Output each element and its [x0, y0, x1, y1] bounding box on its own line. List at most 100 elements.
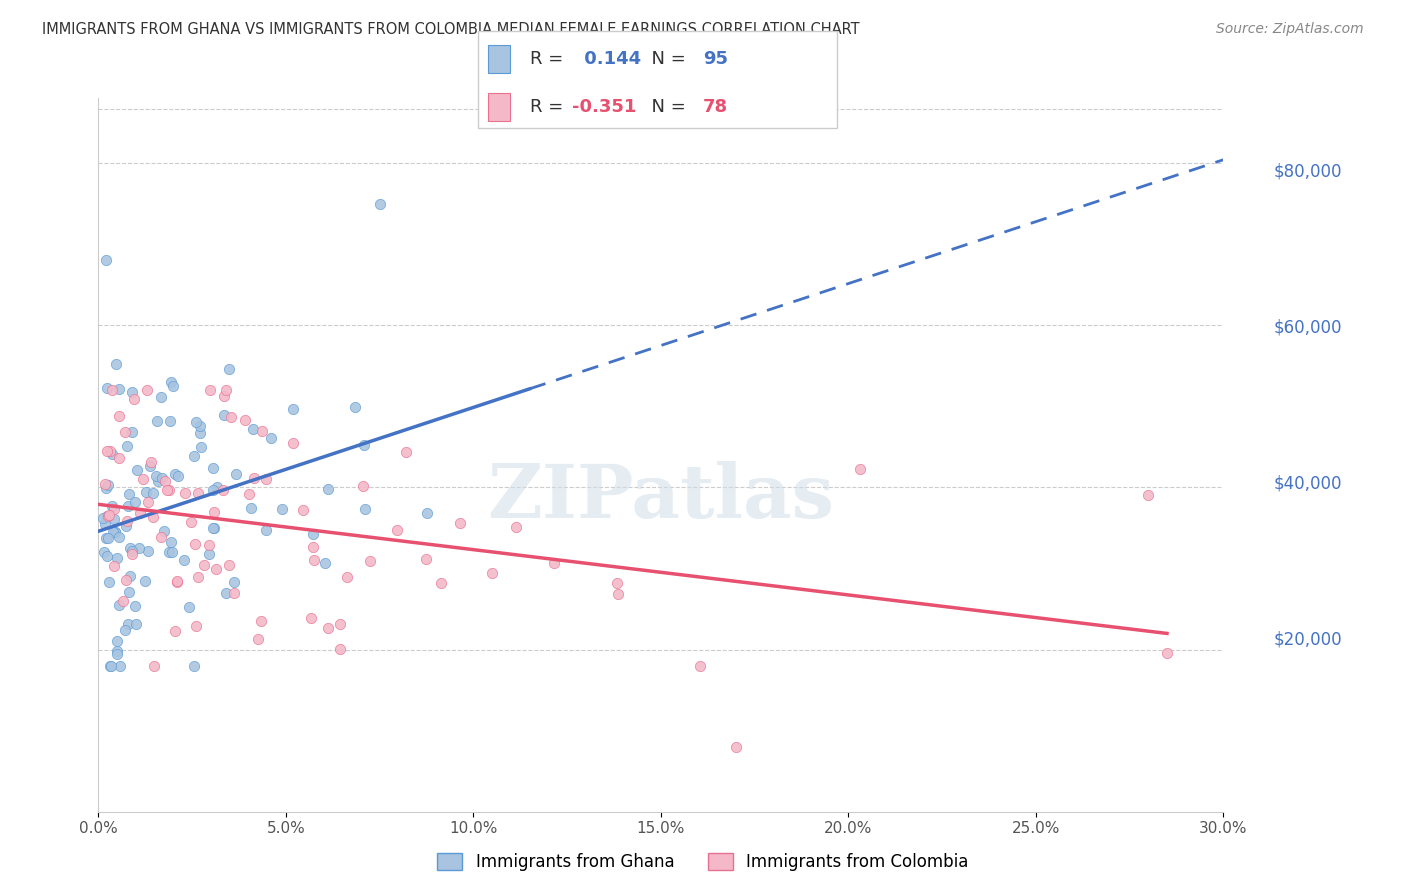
Point	[387, 609, 409, 624]
Point	[177, 492, 200, 507]
Point	[666, 566, 689, 581]
Point	[278, 553, 301, 567]
Point	[221, 464, 243, 478]
Point	[307, 409, 329, 424]
Point	[211, 479, 233, 493]
Point	[197, 539, 219, 553]
Point	[322, 604, 344, 618]
Point	[252, 591, 274, 605]
Point	[174, 500, 197, 515]
Point	[463, 440, 485, 454]
Point	[259, 411, 281, 425]
Point	[569, 513, 592, 527]
Point	[170, 471, 193, 485]
Point	[215, 454, 238, 468]
Point	[179, 517, 201, 532]
Point	[212, 536, 235, 550]
Point	[197, 421, 219, 435]
Point	[291, 360, 314, 375]
Point	[193, 492, 215, 507]
Point	[332, 427, 354, 442]
Point	[387, 475, 409, 490]
Point	[285, 477, 308, 491]
Point	[1181, 483, 1204, 497]
Point	[225, 387, 247, 401]
Point	[229, 468, 252, 483]
Point	[399, 630, 422, 644]
Point	[247, 544, 270, 558]
Point	[183, 623, 205, 637]
Point	[298, 461, 321, 475]
Point	[186, 646, 208, 660]
Point	[222, 411, 245, 425]
Point	[174, 524, 197, 538]
Point	[202, 458, 225, 472]
Point	[173, 439, 195, 453]
Point	[174, 502, 197, 516]
Point	[225, 523, 247, 537]
Point	[288, 576, 311, 591]
Point	[212, 489, 235, 503]
Point	[437, 202, 460, 216]
Point	[373, 533, 395, 547]
Point	[482, 544, 505, 558]
Point	[276, 477, 298, 491]
Point	[353, 432, 375, 446]
Text: ZIPatlas: ZIPatlas	[547, 455, 894, 528]
Point	[233, 537, 256, 551]
Text: -0.351: -0.351	[572, 98, 637, 116]
Point	[257, 646, 280, 660]
Point	[236, 377, 259, 392]
Point	[180, 550, 202, 565]
Point	[606, 548, 628, 562]
Text: 0.144: 0.144	[578, 50, 641, 68]
Point	[180, 495, 202, 509]
Text: R =: R =	[530, 50, 569, 68]
Point	[200, 589, 222, 603]
Point	[191, 507, 214, 521]
Point	[288, 381, 311, 395]
Point	[314, 418, 336, 433]
Point	[263, 422, 285, 436]
Point	[172, 524, 194, 538]
Point	[184, 380, 207, 394]
Point	[235, 526, 257, 541]
Point	[198, 389, 221, 403]
Point	[240, 566, 263, 580]
Point	[285, 404, 308, 418]
Point	[276, 514, 298, 528]
Point	[209, 565, 232, 579]
Point	[218, 480, 240, 494]
Point	[194, 481, 217, 495]
Point	[173, 541, 195, 555]
Point	[373, 520, 395, 534]
Point	[232, 477, 254, 491]
Point	[173, 502, 195, 516]
Point	[218, 646, 240, 660]
Point	[170, 537, 193, 551]
Point	[326, 467, 349, 481]
Point	[326, 516, 349, 531]
Point	[484, 499, 506, 513]
Point	[285, 386, 308, 401]
Point	[271, 539, 294, 553]
Point	[170, 510, 193, 524]
Point	[201, 606, 224, 620]
Point	[254, 508, 277, 523]
Point	[180, 517, 202, 532]
Point	[315, 466, 337, 480]
Point	[197, 535, 219, 549]
Point	[374, 544, 396, 558]
Point	[176, 646, 198, 660]
Point	[280, 475, 302, 489]
Point	[370, 600, 392, 615]
Point	[179, 505, 201, 519]
Point	[262, 480, 284, 494]
Point	[235, 411, 257, 425]
Point	[292, 408, 315, 422]
Point	[204, 533, 226, 547]
Text: N =: N =	[640, 50, 692, 68]
Point	[297, 566, 319, 580]
Point	[193, 607, 215, 621]
Point	[191, 512, 214, 526]
